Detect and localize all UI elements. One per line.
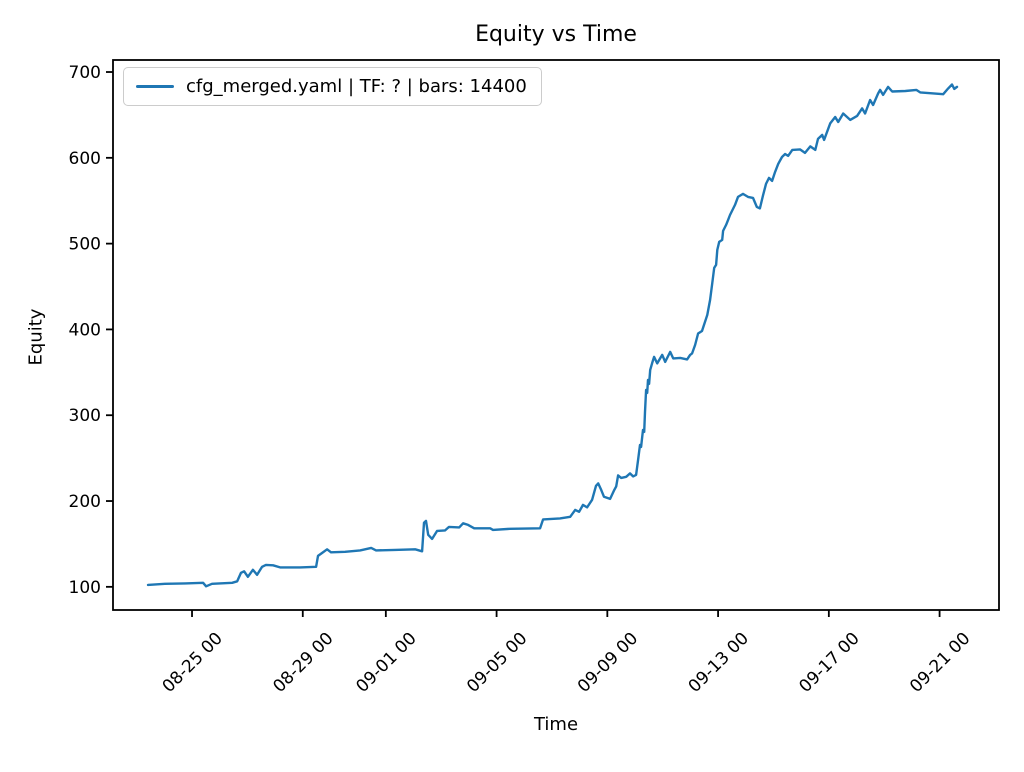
y-tick-label-6: 700 (69, 63, 101, 83)
y-tick-label-5: 600 (69, 149, 101, 169)
x-tick-label-1: 08-29 00 (269, 629, 337, 697)
legend-label: cfg_merged.yaml | TF: ? | bars: 14400 (186, 76, 527, 97)
x-tick-label-3: 09-05 00 (463, 629, 531, 697)
x-tick-label-2: 09-01 00 (352, 629, 420, 697)
y-tick-label-1: 200 (69, 492, 101, 512)
x-tick-label-6: 09-17 00 (795, 629, 863, 697)
y-tick-label-2: 300 (69, 406, 101, 426)
x-axis-label: Time (533, 714, 579, 735)
legend: cfg_merged.yaml | TF: ? | bars: 14400 (123, 67, 542, 106)
x-tick-label-0: 08-25 00 (159, 629, 227, 697)
y-tick-label-4: 500 (69, 235, 101, 255)
y-axis-label: Equity (25, 308, 47, 366)
equity-line-series-0 (146, 83, 959, 588)
x-tick-label-5: 09-13 00 (685, 629, 753, 697)
chart-title: Equity vs Time (475, 22, 637, 47)
x-tick-label-4: 09-09 00 (574, 629, 642, 697)
y-tick-label-3: 400 (69, 320, 101, 340)
x-tick-label-7: 09-21 00 (906, 629, 974, 697)
plot-border (112, 59, 1000, 611)
legend-line-sample-icon (136, 85, 174, 88)
y-tick-label-0: 100 (69, 578, 101, 598)
